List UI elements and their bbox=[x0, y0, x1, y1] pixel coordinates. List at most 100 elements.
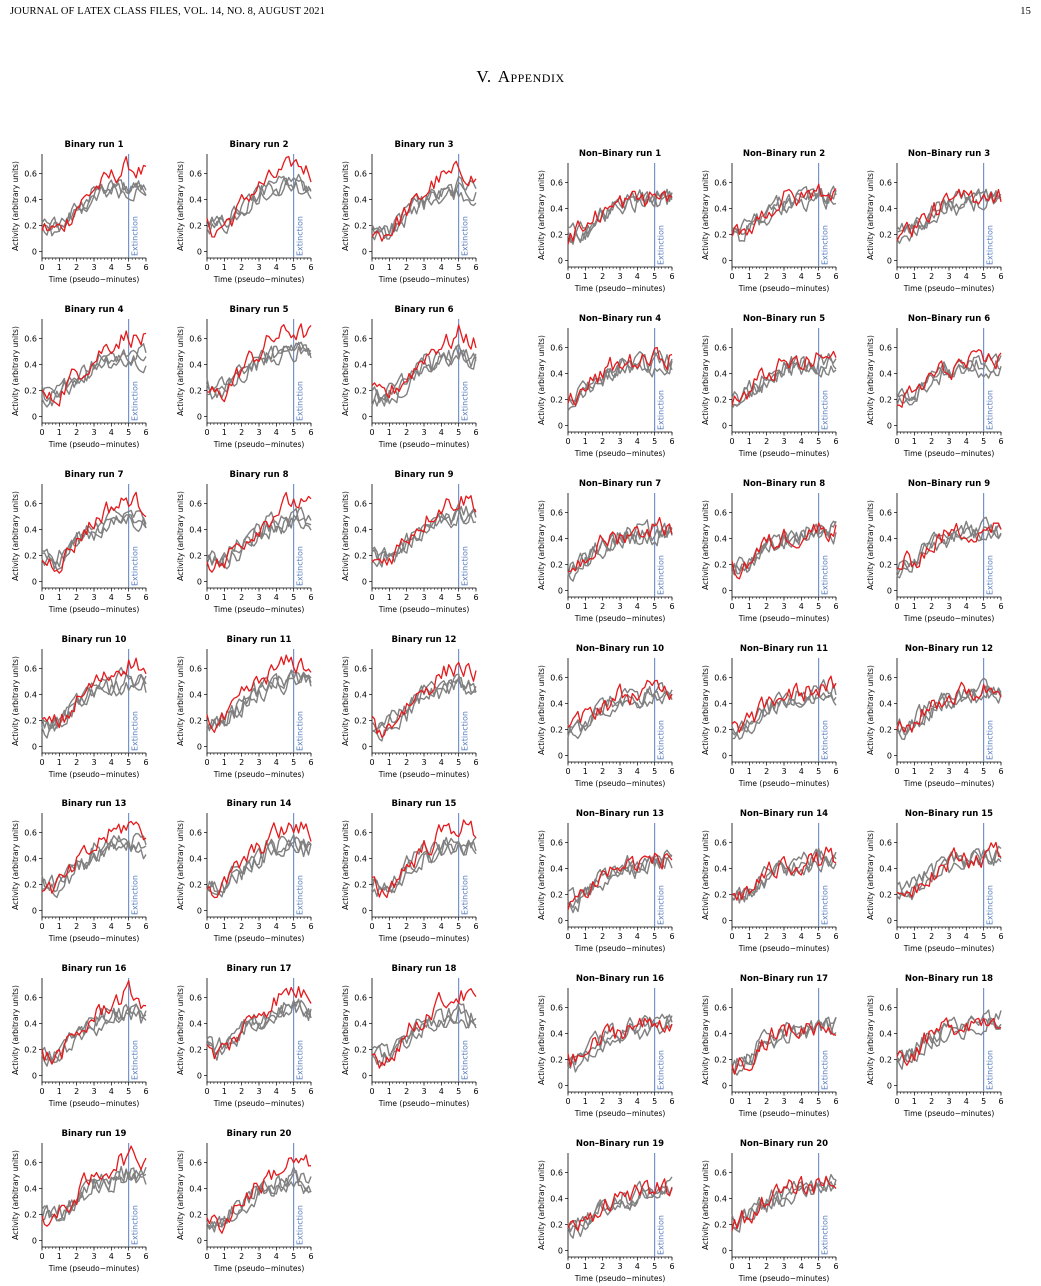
x-tick-label: 4 bbox=[439, 922, 444, 931]
x-tick-label: 4 bbox=[439, 428, 444, 437]
binary-panel-19: Binary run 19 0 1 2 3 4 5 6 0 0.2 0.4 0.6 Time (pseu… bbox=[11, 1129, 149, 1273]
extinction-label: Extinction bbox=[821, 225, 830, 265]
x-tick-label: 5 bbox=[456, 922, 461, 931]
y-tick-label: 0.4 bbox=[879, 205, 892, 214]
y-tick-label: 0.2 bbox=[714, 396, 727, 405]
x-tick-label: 3 bbox=[617, 932, 622, 941]
x-tick-label: 2 bbox=[239, 1252, 244, 1261]
x-tick-label: 0 bbox=[565, 767, 570, 776]
y-tick-label: 0.6 bbox=[189, 994, 202, 1003]
y-tick-label: 0.4 bbox=[714, 205, 727, 214]
panel-title: Binary run 12 bbox=[392, 635, 457, 645]
x-tick-label: 1 bbox=[222, 922, 227, 931]
x-tick-label: 2 bbox=[764, 602, 769, 611]
x-tick-label: 6 bbox=[143, 428, 148, 437]
x-tick-label: 3 bbox=[91, 1087, 96, 1096]
x-tick-label: 3 bbox=[421, 263, 426, 272]
other-series-line bbox=[567, 522, 673, 582]
binary-panel-10: Binary run 10 0 1 2 3 4 5 6 0 0.2 0.4 0.6 Time (pseu… bbox=[11, 635, 149, 779]
target-series-line bbox=[567, 1017, 673, 1067]
nonbinary-panel-6: Non–Binary run 6 0 1 2 3 4 5 6 0 0.2 0.4 0.6 Time (p… bbox=[866, 314, 1004, 458]
nonbinary-panel-3: Non–Binary run 3 0 1 2 3 4 5 6 0 0.2 0.4 0.6 Time (p… bbox=[866, 149, 1004, 293]
y-tick-label: 0.4 bbox=[354, 196, 367, 205]
y-tick-label: 0 bbox=[32, 413, 37, 422]
running-header: JOURNAL OF LATEX CLASS FILES, VOL. 14, N… bbox=[10, 6, 1031, 20]
x-tick-label: 2 bbox=[764, 932, 769, 941]
y-tick-label: 0.4 bbox=[189, 855, 202, 864]
other-series-line bbox=[896, 1010, 1002, 1070]
x-tick-label: 1 bbox=[583, 1262, 588, 1271]
y-tick-label: 0.4 bbox=[714, 1195, 727, 1204]
y-tick-label: 0.6 bbox=[24, 170, 37, 179]
y-tick-label: 0.2 bbox=[550, 396, 563, 405]
y-tick-label: 0 bbox=[887, 422, 892, 431]
panel-title: Binary run 17 bbox=[227, 964, 292, 974]
x-tick-label: 1 bbox=[222, 428, 227, 437]
x-tick-label: 2 bbox=[764, 1097, 769, 1106]
x-tick-label: 2 bbox=[404, 593, 409, 602]
x-tick-label: 3 bbox=[617, 1262, 622, 1271]
x-tick-label: 4 bbox=[799, 767, 804, 776]
x-tick-label: 5 bbox=[981, 602, 986, 611]
x-tick-label: 3 bbox=[781, 1097, 786, 1106]
panel-title: Binary run 3 bbox=[394, 140, 453, 150]
x-tick-label: 0 bbox=[565, 1262, 570, 1271]
target-series-line bbox=[896, 522, 1002, 571]
x-tick-label: 6 bbox=[473, 428, 478, 437]
x-tick-label: 3 bbox=[946, 767, 951, 776]
x-tick-label: 1 bbox=[583, 1097, 588, 1106]
y-axis-label: Activity (arbitrary units) bbox=[341, 161, 350, 251]
y-tick-label: 0 bbox=[197, 413, 202, 422]
x-tick-label: 5 bbox=[456, 593, 461, 602]
x-tick-label: 2 bbox=[404, 758, 409, 767]
x-axis-label: Time (pseudo−minutes) bbox=[213, 1099, 305, 1108]
x-tick-label: 6 bbox=[308, 922, 313, 931]
x-axis-label: Time (pseudo−minutes) bbox=[48, 1264, 140, 1273]
y-tick-label: 0.4 bbox=[714, 865, 727, 874]
extinction-label: Extinction bbox=[461, 381, 470, 421]
y-tick-label: 0.4 bbox=[550, 700, 563, 709]
other-series-line bbox=[731, 855, 837, 901]
extinction-label: Extinction bbox=[296, 546, 305, 586]
x-tick-label: 2 bbox=[239, 758, 244, 767]
y-axis-label: Activity (arbitrary units) bbox=[701, 830, 710, 920]
x-tick-label: 4 bbox=[964, 272, 969, 281]
target-series-line bbox=[731, 522, 837, 580]
x-tick-label: 5 bbox=[126, 428, 131, 437]
x-tick-label: 6 bbox=[143, 593, 148, 602]
extinction-label: Extinction bbox=[131, 216, 140, 256]
x-tick-label: 6 bbox=[669, 1262, 674, 1271]
target-series-line bbox=[206, 155, 312, 238]
x-axis-label: Time (pseudo−minutes) bbox=[738, 1274, 830, 1283]
y-axis-label: Activity (arbitrary units) bbox=[537, 1160, 546, 1250]
x-tick-label: 5 bbox=[816, 1097, 821, 1106]
x-tick-label: 1 bbox=[747, 437, 752, 446]
extinction-label: Extinction bbox=[131, 875, 140, 915]
other-series-line bbox=[206, 341, 312, 399]
nonbinary-panel-18: Non–Binary run 18 0 1 2 3 4 5 6 0 0.2 0.4 0.6 Time (… bbox=[866, 974, 1004, 1118]
y-tick-label: 0.6 bbox=[550, 509, 563, 518]
y-tick-label: 0.2 bbox=[189, 1046, 202, 1055]
y-tick-label: 0.4 bbox=[24, 526, 37, 535]
y-tick-label: 0 bbox=[558, 1082, 563, 1091]
y-axis-label: Activity (arbitrary units) bbox=[11, 656, 20, 746]
extinction-label: Extinction bbox=[821, 885, 830, 925]
x-axis-label: Time (pseudo−minutes) bbox=[213, 605, 305, 614]
x-axis-label: Time (pseudo−minutes) bbox=[738, 944, 830, 953]
x-tick-label: 1 bbox=[222, 593, 227, 602]
target-series-line bbox=[896, 681, 1002, 733]
x-tick-label: 0 bbox=[894, 602, 899, 611]
target-series-line bbox=[41, 330, 147, 407]
x-tick-label: 0 bbox=[369, 922, 374, 931]
binary-panel-12: Binary run 12 0 1 2 3 4 5 6 0 0.2 0.4 0.6 Time (pseu… bbox=[341, 635, 479, 779]
y-tick-label: 0.2 bbox=[550, 1056, 563, 1065]
y-tick-label: 0.4 bbox=[189, 196, 202, 205]
target-series-line bbox=[567, 346, 673, 406]
x-tick-label: 4 bbox=[964, 932, 969, 941]
other-series-line bbox=[206, 341, 312, 400]
extinction-label: Extinction bbox=[821, 1050, 830, 1090]
y-tick-label: 0.2 bbox=[714, 1221, 727, 1230]
other-series-line bbox=[371, 345, 477, 407]
x-tick-label: 3 bbox=[421, 758, 426, 767]
